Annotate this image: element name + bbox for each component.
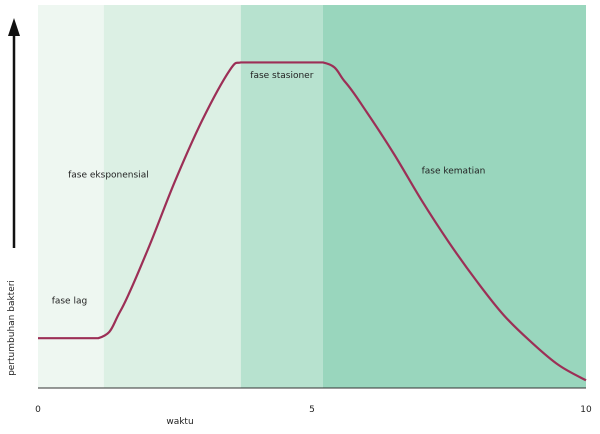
x-tick-label-0: 0 bbox=[35, 405, 41, 415]
x-tick-labels: 0 5 10 bbox=[35, 405, 592, 415]
x-axis-title: waktu bbox=[166, 417, 193, 427]
phase-label-0: fase lag bbox=[52, 297, 87, 307]
phase-band-0 bbox=[38, 5, 104, 388]
growth-curve-0 bbox=[38, 61, 587, 382]
y-axis-arrowhead bbox=[8, 18, 20, 36]
phase-bands bbox=[38, 5, 586, 388]
series-layer bbox=[38, 61, 587, 382]
x-tick-label-1: 5 bbox=[309, 405, 315, 415]
phase-label-3: fase kematian bbox=[422, 167, 486, 177]
phase-band-2 bbox=[240, 5, 323, 388]
phase-label-2: fase stasioner bbox=[250, 71, 313, 81]
x-tick-label-2: 10 bbox=[580, 405, 592, 415]
phase-label-1: fase eksponensial bbox=[68, 170, 149, 180]
y-axis-title: pertumbuhan bakteri bbox=[7, 280, 17, 376]
phase-labels: fase lag fase eksponensial fase stasioner f… bbox=[52, 71, 486, 307]
phase-band-3 bbox=[322, 5, 586, 388]
phase-band-1 bbox=[103, 5, 241, 388]
